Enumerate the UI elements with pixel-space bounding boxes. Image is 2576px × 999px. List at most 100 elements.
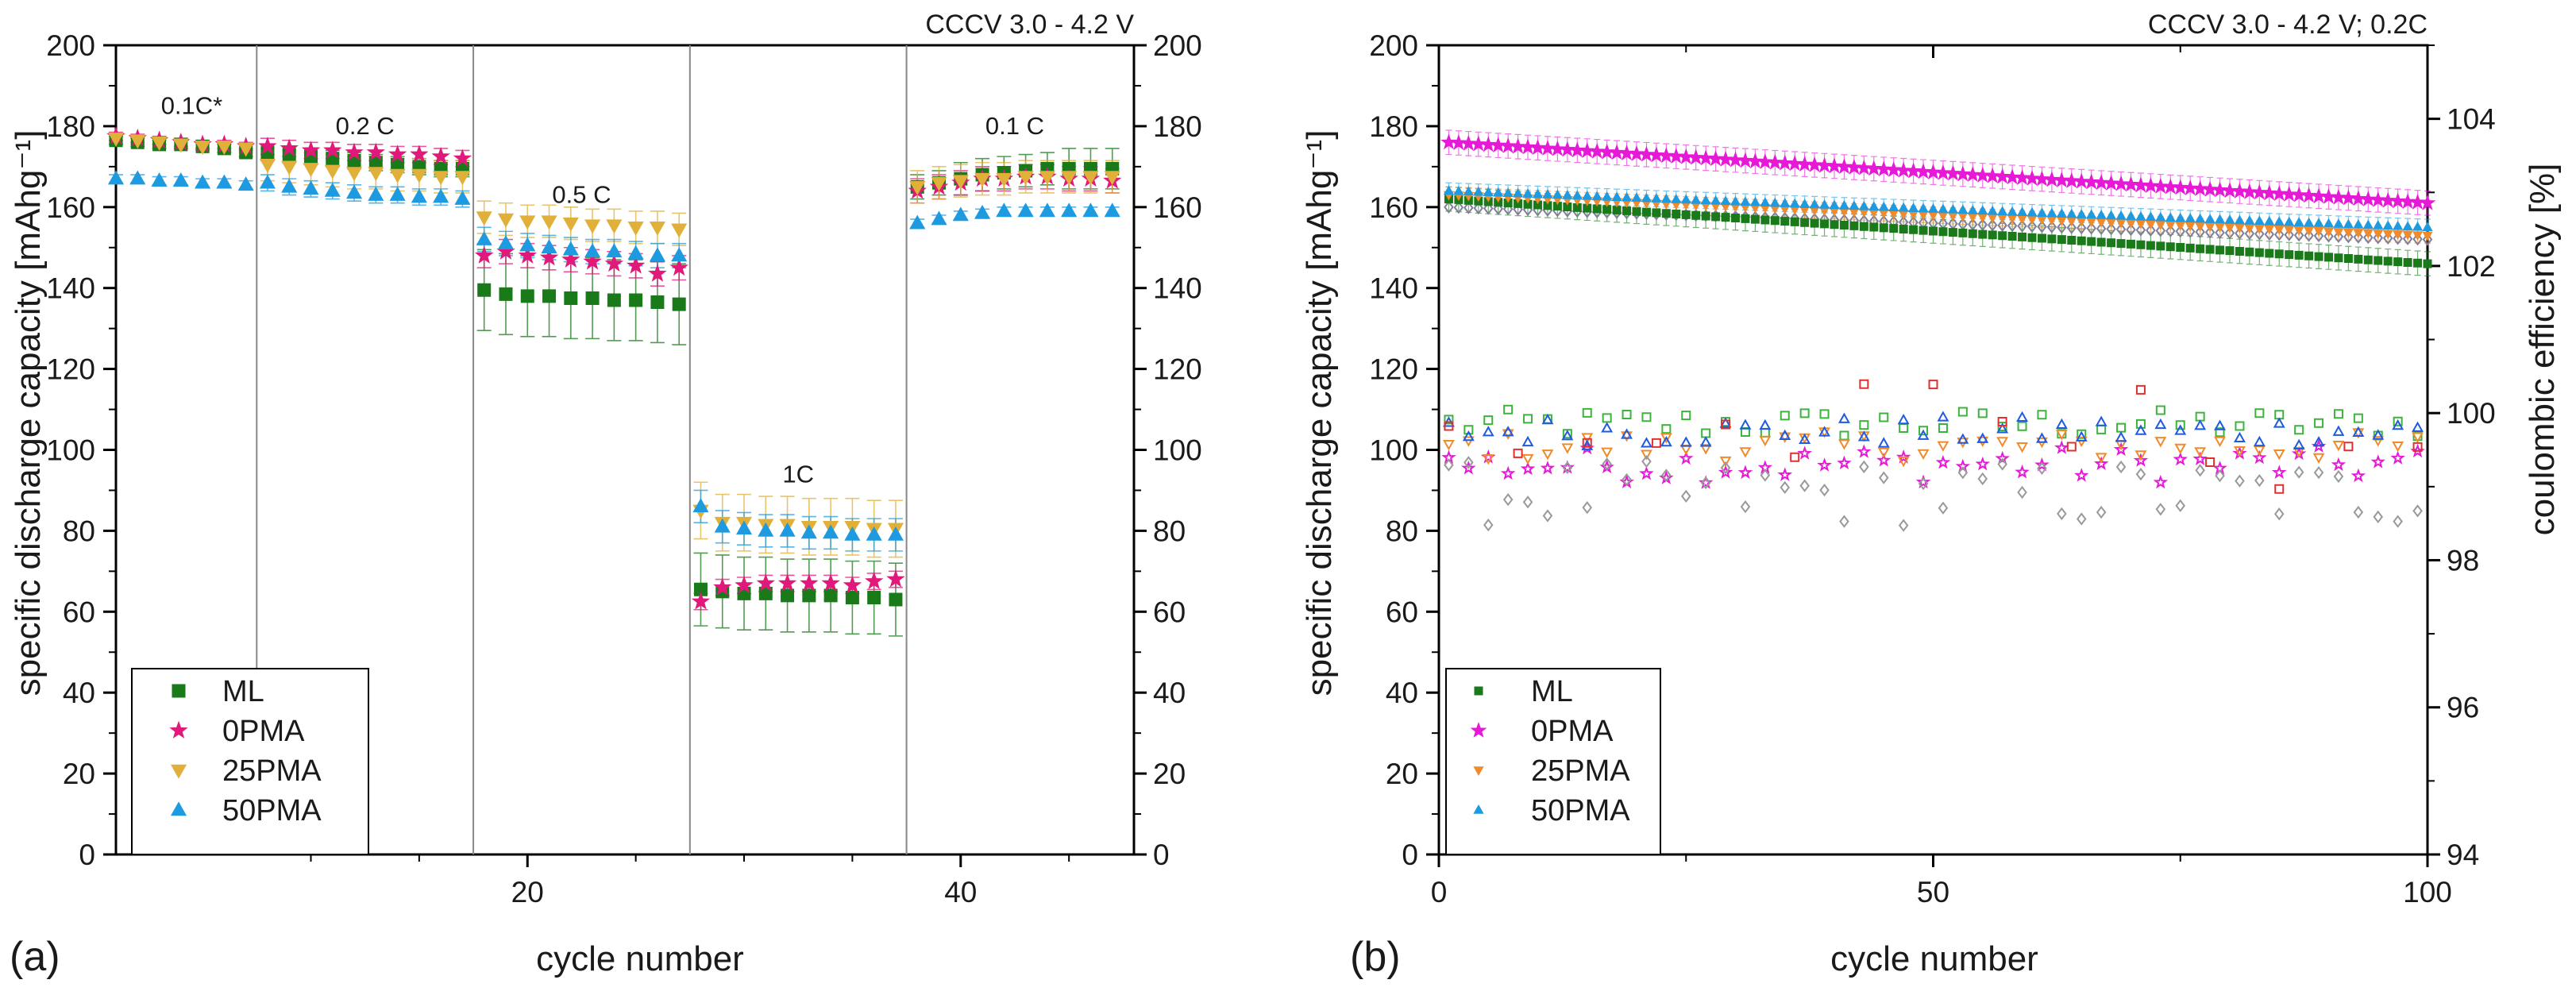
capacity-point-ml [1602, 205, 1612, 214]
efficiency-point [1878, 471, 1889, 484]
efficiency-point [1699, 444, 1712, 455]
efficiency-point [1957, 466, 1969, 480]
efficiency-point [2174, 424, 2187, 435]
capacity-point-ml [2077, 236, 2086, 245]
capacity-point-25pma [2362, 229, 2374, 239]
capacity-point-50pma [1463, 186, 1474, 196]
capacity-point-ml [2393, 257, 2403, 267]
capacity-point-25pma [2412, 231, 2424, 241]
capacity-point-50pma [1730, 195, 1741, 206]
data-point-0pma [604, 253, 624, 272]
data-point-50pma [151, 172, 168, 187]
efficiency-point [2412, 432, 2424, 443]
data-point-50pma [216, 174, 233, 189]
capacity-point-50pma [1987, 205, 1998, 215]
data-point-0pma [886, 569, 905, 588]
capacity-point-50pma [1740, 196, 1751, 206]
capacity-point-50pma [1671, 194, 1682, 203]
capacity-point-25pma [2016, 214, 2028, 225]
efficiency-point [2034, 457, 2050, 472]
capacity-point-diamond [1987, 218, 1998, 232]
capacity-point-25pma [2293, 226, 2304, 236]
capacity-point-0pma [1687, 148, 1705, 165]
efficiency-point [2215, 469, 2225, 483]
capacity-point-0pma [2212, 181, 2228, 198]
rate-label: 0.1C* [161, 92, 223, 120]
x-tick-label: 20 [511, 876, 544, 908]
capacity-point-25pma [1918, 210, 1929, 221]
capacity-point-25pma [2303, 226, 2315, 237]
right-y-tick-label: 160 [1153, 191, 1202, 224]
capacity-point-0pma [2112, 175, 2130, 191]
capacity-point-50pma [2204, 214, 2215, 223]
efficiency-point [1482, 453, 1494, 465]
capacity-point-ml [1583, 203, 1592, 213]
capacity-point-50pma [1938, 203, 1949, 214]
efficiency-point [1898, 519, 1909, 532]
capacity-point-50pma [1809, 199, 1820, 209]
efficiency-point [2174, 443, 2187, 455]
data-point-0pma [388, 145, 407, 163]
capacity-point-diamond [2363, 230, 2374, 245]
capacity-point-diamond [2293, 229, 2304, 242]
capacity-point-50pma [2115, 210, 2127, 220]
capacity-point-25pma [2343, 228, 2354, 238]
legend-marker-0pma [1470, 722, 1487, 738]
y-tick-label: 80 [63, 515, 95, 547]
capacity-point-ml [1889, 224, 1899, 233]
data-point-25pma [952, 175, 969, 190]
capacity-point-50pma [1473, 186, 1484, 196]
capacity-point-50pma [1749, 196, 1761, 206]
efficiency-point [1622, 472, 1632, 487]
capacity-point-25pma [2382, 230, 2393, 240]
capacity-point-0pma [1510, 137, 1527, 154]
efficiency-point [1857, 444, 1872, 458]
legend-marker-ml [1474, 686, 1483, 696]
efficiency-point [2154, 437, 2167, 448]
efficiency-point [2214, 419, 2227, 430]
capacity-point-diamond [2304, 229, 2314, 242]
efficiency-point [1483, 518, 1494, 532]
capacity-point-25pma [2185, 222, 2196, 232]
efficiency-point [2331, 457, 2347, 472]
efficiency-point [2293, 438, 2305, 449]
capacity-point-50pma [1493, 187, 1504, 197]
capacity-point-50pma [1660, 193, 1672, 203]
capacity-point-50pma [2254, 215, 2265, 226]
capacity-point-0pma [1934, 164, 1952, 180]
data-point-0pma [777, 573, 797, 592]
efficiency-point [1523, 414, 1533, 424]
capacity-point-25pma [2036, 215, 2048, 226]
capacity-point-0pma [1668, 148, 1685, 164]
capacity-point-50pma [2303, 217, 2315, 227]
efficiency-point [2195, 464, 2205, 477]
capacity-point-0pma [2092, 174, 2110, 191]
efficiency-point [1661, 424, 1672, 434]
right-y-tick-label: 0 [1153, 839, 1170, 871]
efficiency-point [2273, 507, 2285, 521]
capacity-point-50pma [2343, 218, 2354, 229]
capacity-point-ml [1592, 204, 1602, 214]
capacity-point-50pma [1700, 195, 1711, 205]
capacity-point-ml [2363, 255, 2373, 264]
capacity-point-25pma [2313, 227, 2324, 237]
data-point-25pma [1082, 171, 1099, 186]
capacity-point-0pma [1588, 142, 1606, 159]
data-point-50pma [195, 174, 211, 189]
capacity-point-0pma [2181, 179, 2199, 195]
efficiency-point [2392, 441, 2404, 453]
capacity-point-0pma [2221, 182, 2239, 199]
capacity-point-diamond [1502, 202, 1514, 216]
rate-label: 1C [782, 460, 814, 488]
capacity-point-50pma [2096, 209, 2107, 219]
legend-marker-25pma [1473, 766, 1484, 777]
capacity-point-25pma [2373, 230, 2384, 239]
panel-b-right-y-ticks: 94 96 98 100 102 104 [2428, 44, 2496, 871]
efficiency-point [1955, 458, 1971, 473]
efficiency-point [1502, 492, 1514, 507]
capacity-point-50pma [2382, 220, 2393, 230]
capacity-point-ml [1701, 211, 1710, 221]
rate-label: 0.5 C [552, 181, 611, 209]
efficiency-point [1819, 409, 1830, 419]
